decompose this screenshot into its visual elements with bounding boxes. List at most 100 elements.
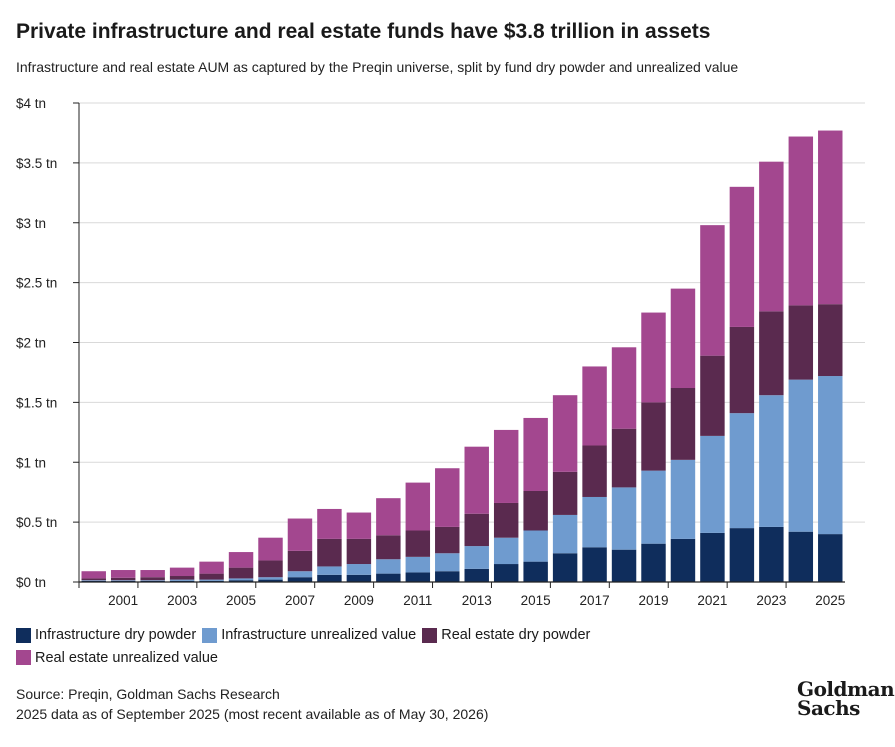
bar-segment-1-2023 [759,526,784,582]
y-tick-label: $3.5 tn [16,156,57,171]
x-tick-label: 2025 [815,593,845,608]
bar-segment-2-2025 [818,376,843,535]
bar-segment-4-2001 [110,570,136,578]
bar-segment-4-2015 [523,417,548,491]
bar-segment-2-2011 [405,556,431,573]
bar-segment-4-2013 [464,446,489,514]
legend-item-2: Infrastructure unrealized value [202,624,416,646]
bar-segment-2-2003 [169,579,195,581]
bar-segment-3-2010 [376,535,401,560]
bar-segment-4-2006 [258,537,283,561]
bar-segment-2-2012 [435,553,460,572]
bar-segment-4-2017 [582,366,607,446]
bar-segment-1-2012 [435,571,460,582]
bar-segment-4-2008 [317,508,342,539]
bar-segment-3-2003 [169,576,195,580]
bar-segment-2-2015 [523,530,548,562]
bar-segment-4-2016 [552,395,578,472]
legend-item-1: Infrastructure dry powder [16,624,196,646]
bar-segment-4-2014 [493,429,519,503]
bar-segment-4-2000 [81,571,106,579]
bar-segment-1-2011 [405,572,431,582]
bar-segment-1-2025 [818,534,843,582]
bar-segment-1-2006 [258,579,283,582]
y-tick-label: $2.5 tn [16,276,57,291]
bar-segment-4-2011 [405,482,431,531]
x-tick-label: 2009 [344,593,374,608]
bar-segment-2-2017 [582,496,607,548]
y-tick-label: $3 tn [16,216,46,231]
bar-segment-1-2020 [670,538,696,582]
bar-segment-2-2014 [493,537,519,565]
x-tick-label: 2013 [462,593,492,608]
bar-segment-3-2008 [317,538,342,567]
bar-segment-4-2025 [818,130,843,305]
source-note: Source: Preqin, Goldman Sachs Research 2… [16,684,488,724]
x-tick-label: 2023 [756,593,786,608]
bar-segment-1-2014 [493,564,519,582]
bar-segment-1-2021 [700,532,725,582]
bar-segment-3-2025 [818,304,843,377]
legend-label: Infrastructure dry powder [35,627,197,643]
x-tick-label: 2019 [638,593,668,608]
logo-line-2: Sachs [797,696,860,720]
bar-segment-2-2009 [346,564,372,575]
axes [73,102,845,588]
stacked-bar-chart: $0 tn $0.5 tn $1 tn $1.5 tn $2 tn $2.5 tn $3 t… [16,96,865,608]
logo-line-1: Goldman [797,677,895,701]
bar-segment-4-2018 [611,347,637,429]
bar-segment-4-2023 [759,161,784,312]
x-tick-label: 2007 [285,593,315,608]
bar-segment-4-2010 [376,498,401,536]
bar-segment-1-2007 [287,577,313,582]
bar-segment-3-2005 [228,567,254,579]
bar-segment-4-2020 [670,288,696,389]
source-text: Source: Preqin, Goldman Sachs Research [16,686,280,702]
legend-swatch [16,627,31,643]
x-tick-label: 2003 [167,593,197,608]
bar-segment-1-2019 [641,543,666,582]
bar-segment-3-2021 [700,355,725,436]
x-axis-labels: 2001 2003 2005 2007 2009 2011 2013 2015 2017 2019… [108,593,845,608]
bar-segment-4-2002 [140,570,165,578]
bar-segment-1-2022 [729,528,755,582]
bar-segment-1-2016 [552,553,578,582]
legend-label: Infrastructure unrealized value [221,627,417,643]
chart-title: Private infrastructure and real estate f… [16,20,711,43]
bar-segment-1-2024 [788,531,814,582]
bar-segment-3-2023 [759,311,784,396]
bar-segment-3-2016 [552,471,578,515]
bar-segment-3-2014 [493,502,519,538]
bar-segment-1-2005 [228,580,254,582]
bar-segment-2-2007 [287,571,313,578]
y-tick-label: $2 tn [16,336,46,351]
x-tick-label: 2011 [403,593,432,608]
bar-segment-3-2004 [199,573,224,580]
y-tick-label: $0 tn [16,575,46,590]
legend-swatch [16,650,31,665]
legend-item-3: Real estate dry powder [422,624,590,646]
bar-segment-3-2019 [641,402,666,471]
y-tick-label: $0.5 tn [16,515,57,530]
bar-segment-4-2003 [169,567,195,577]
bar-segment-4-2007 [287,518,313,551]
x-tick-label: 2001 [108,593,138,608]
bar-segment-2-2010 [376,559,401,574]
legend-label: Real estate unrealized value [35,649,218,666]
bar-segment-2-2023 [759,395,784,527]
bar-segment-4-2012 [435,468,460,527]
bar-segment-4-2019 [641,312,666,403]
bar-segment-3-2018 [611,428,637,488]
bar-segment-3-2013 [464,513,489,547]
bar-segment-3-2006 [258,560,283,578]
bar-segment-3-2009 [346,538,372,565]
y-tick-label: $4 tn [16,96,46,111]
bar-segment-3-2007 [287,550,313,572]
bar-segment-3-2001 [110,577,136,581]
bars [81,130,843,582]
bar-segment-2-2000 [81,580,106,581]
bar-segment-1-2015 [523,561,548,582]
bar-segment-1-2017 [582,547,607,582]
x-tick-label: 2021 [697,593,727,608]
bar-segment-4-2021 [700,225,725,356]
